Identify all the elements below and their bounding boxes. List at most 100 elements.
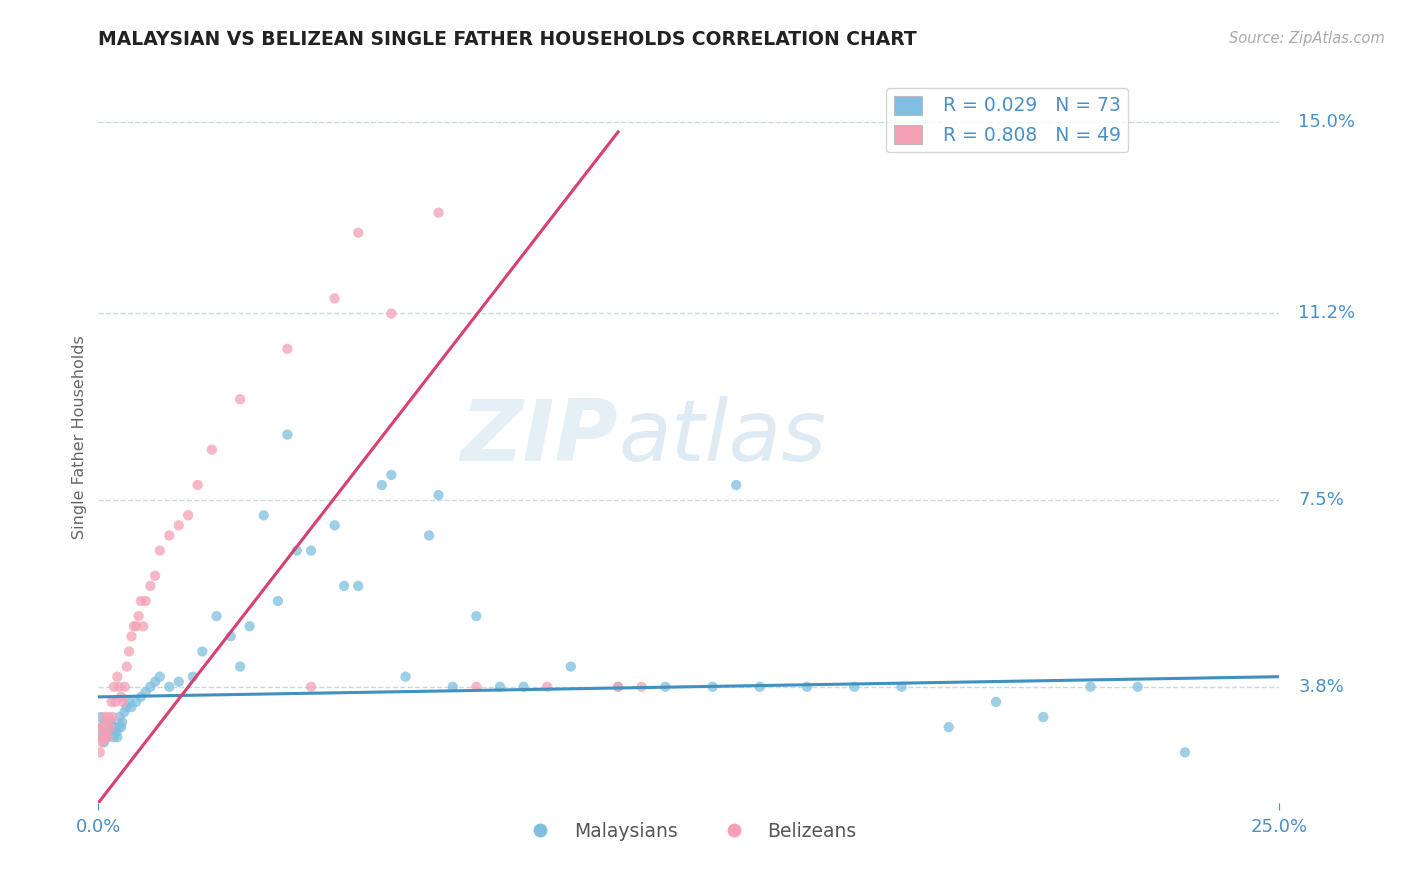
Point: [441, 680, 464, 694]
Point: [91, 735, 114, 749]
Point: [299, 543, 322, 558]
Point: [90, 730, 112, 744]
Point: [607, 680, 630, 694]
Point: [276, 427, 298, 442]
Point: [219, 629, 242, 643]
Point: [427, 488, 450, 502]
Point: [844, 680, 866, 694]
Point: [125, 695, 148, 709]
Point: [94, 725, 117, 739]
Legend: Malaysians, Belizeans: Malaysians, Belizeans: [513, 814, 865, 848]
Point: [143, 674, 166, 689]
Point: [108, 680, 131, 694]
Point: [725, 478, 748, 492]
Point: [796, 680, 818, 694]
Point: [101, 720, 124, 734]
Point: [380, 306, 402, 320]
Point: [702, 680, 724, 694]
Point: [149, 670, 172, 684]
Point: [93, 730, 115, 744]
Point: [105, 670, 128, 684]
Point: [748, 680, 770, 694]
Point: [167, 518, 190, 533]
Point: [115, 700, 138, 714]
Point: [97, 730, 120, 744]
Point: [112, 705, 135, 719]
Point: [135, 685, 157, 699]
Point: [107, 720, 129, 734]
Point: [157, 680, 180, 694]
Point: [96, 715, 118, 730]
Point: [229, 659, 252, 673]
Point: [323, 291, 346, 305]
Point: [100, 715, 122, 730]
Point: [394, 670, 416, 684]
Point: [276, 342, 298, 356]
Text: Source: ZipAtlas.com: Source: ZipAtlas.com: [1229, 31, 1385, 46]
Text: 11.2%: 11.2%: [1298, 304, 1355, 323]
Point: [187, 478, 209, 492]
Point: [560, 659, 582, 673]
Point: [132, 619, 155, 633]
Point: [118, 644, 141, 658]
Point: [105, 725, 128, 739]
Point: [128, 609, 150, 624]
Text: atlas: atlas: [619, 395, 827, 479]
Point: [98, 720, 121, 734]
Point: [427, 205, 450, 219]
Point: [253, 508, 276, 523]
Point: [1174, 745, 1197, 759]
Point: [96, 720, 118, 734]
Point: [157, 528, 180, 542]
Point: [654, 680, 676, 694]
Point: [91, 725, 114, 739]
Point: [181, 670, 204, 684]
Point: [938, 720, 960, 734]
Point: [191, 644, 214, 658]
Point: [98, 725, 121, 739]
Point: [90, 720, 112, 734]
Point: [97, 730, 120, 744]
Point: [103, 680, 125, 694]
Point: [205, 609, 228, 624]
Point: [103, 730, 125, 744]
Text: 15.0%: 15.0%: [1298, 112, 1355, 131]
Point: [89, 745, 111, 759]
Point: [94, 720, 117, 734]
Point: [97, 720, 120, 734]
Point: [91, 720, 114, 734]
Point: [371, 478, 394, 492]
Point: [285, 543, 308, 558]
Point: [1080, 680, 1102, 694]
Point: [101, 710, 124, 724]
Point: [93, 735, 115, 749]
Point: [465, 680, 488, 694]
Point: [90, 710, 112, 724]
Point: [129, 690, 152, 704]
Point: [1126, 680, 1149, 694]
Point: [201, 442, 224, 457]
Point: [115, 659, 138, 673]
Point: [125, 619, 148, 633]
Point: [122, 619, 145, 633]
Point: [149, 543, 172, 558]
Point: [984, 695, 1007, 709]
Point: [100, 695, 122, 709]
Text: MALAYSIAN VS BELIZEAN SINGLE FATHER HOUSEHOLDS CORRELATION CHART: MALAYSIAN VS BELIZEAN SINGLE FATHER HOUS…: [98, 30, 917, 49]
Point: [121, 700, 143, 714]
Point: [380, 467, 402, 482]
Point: [105, 730, 128, 744]
Point: [96, 725, 118, 739]
Point: [1032, 710, 1054, 724]
Point: [489, 680, 512, 694]
Point: [108, 710, 131, 724]
Point: [607, 680, 630, 694]
Point: [418, 528, 440, 542]
Point: [97, 710, 120, 724]
Point: [465, 609, 488, 624]
Point: [118, 695, 141, 709]
Point: [94, 730, 117, 744]
Y-axis label: Single Father Households: Single Father Households: [72, 335, 87, 539]
Point: [121, 629, 143, 643]
Point: [129, 594, 152, 608]
